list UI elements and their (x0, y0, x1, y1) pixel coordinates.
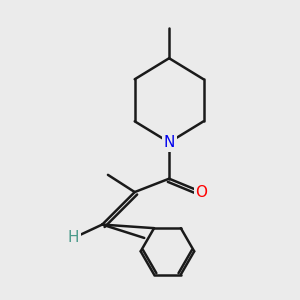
Text: N: N (164, 135, 175, 150)
Text: H: H (68, 230, 79, 245)
Text: O: O (196, 184, 208, 200)
